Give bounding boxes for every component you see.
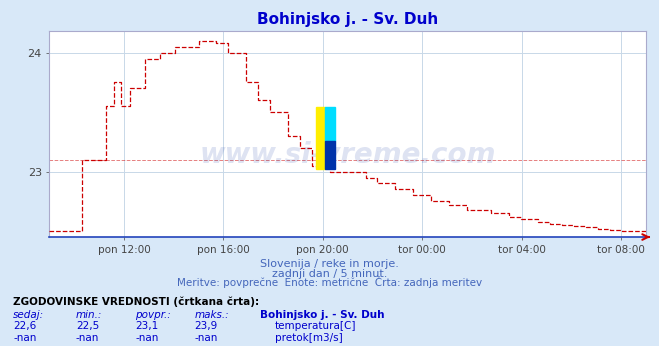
Bar	[316, 107, 325, 169]
Text: Meritve: povprečne  Enote: metrične  Črta: zadnja meritev: Meritve: povprečne Enote: metrične Črta:…	[177, 276, 482, 289]
Text: 22,5: 22,5	[76, 321, 99, 331]
Text: -nan: -nan	[76, 333, 99, 343]
Text: Bohinjsko j. - Sv. Duh: Bohinjsko j. - Sv. Duh	[260, 310, 385, 320]
Text: 23,1: 23,1	[135, 321, 158, 331]
Text: -nan: -nan	[135, 333, 158, 343]
Text: ZGODOVINSKE VREDNOSTI (črtkana črta):: ZGODOVINSKE VREDNOSTI (črtkana črta):	[13, 297, 259, 307]
Title: Bohinjsko j. - Sv. Duh: Bohinjsko j. - Sv. Duh	[257, 12, 438, 27]
Text: 23,9: 23,9	[194, 321, 217, 331]
Text: maks.:: maks.:	[194, 310, 229, 320]
Text: min.:: min.:	[76, 310, 102, 320]
Text: zadnji dan / 5 minut.: zadnji dan / 5 minut.	[272, 269, 387, 279]
Text: -nan: -nan	[194, 333, 217, 343]
Text: www.si-vreme.com: www.si-vreme.com	[200, 141, 496, 169]
Text: sedaj:: sedaj:	[13, 310, 44, 320]
Text: povpr.:: povpr.:	[135, 310, 171, 320]
Bar	[325, 107, 335, 141]
Text: -nan: -nan	[13, 333, 36, 343]
Text: 22,6: 22,6	[13, 321, 36, 331]
Text: pretok[m3/s]: pretok[m3/s]	[275, 333, 343, 343]
Text: temperatura[C]: temperatura[C]	[275, 321, 357, 331]
Text: Slovenija / reke in morje.: Slovenija / reke in morje.	[260, 259, 399, 269]
Bar	[325, 141, 335, 169]
